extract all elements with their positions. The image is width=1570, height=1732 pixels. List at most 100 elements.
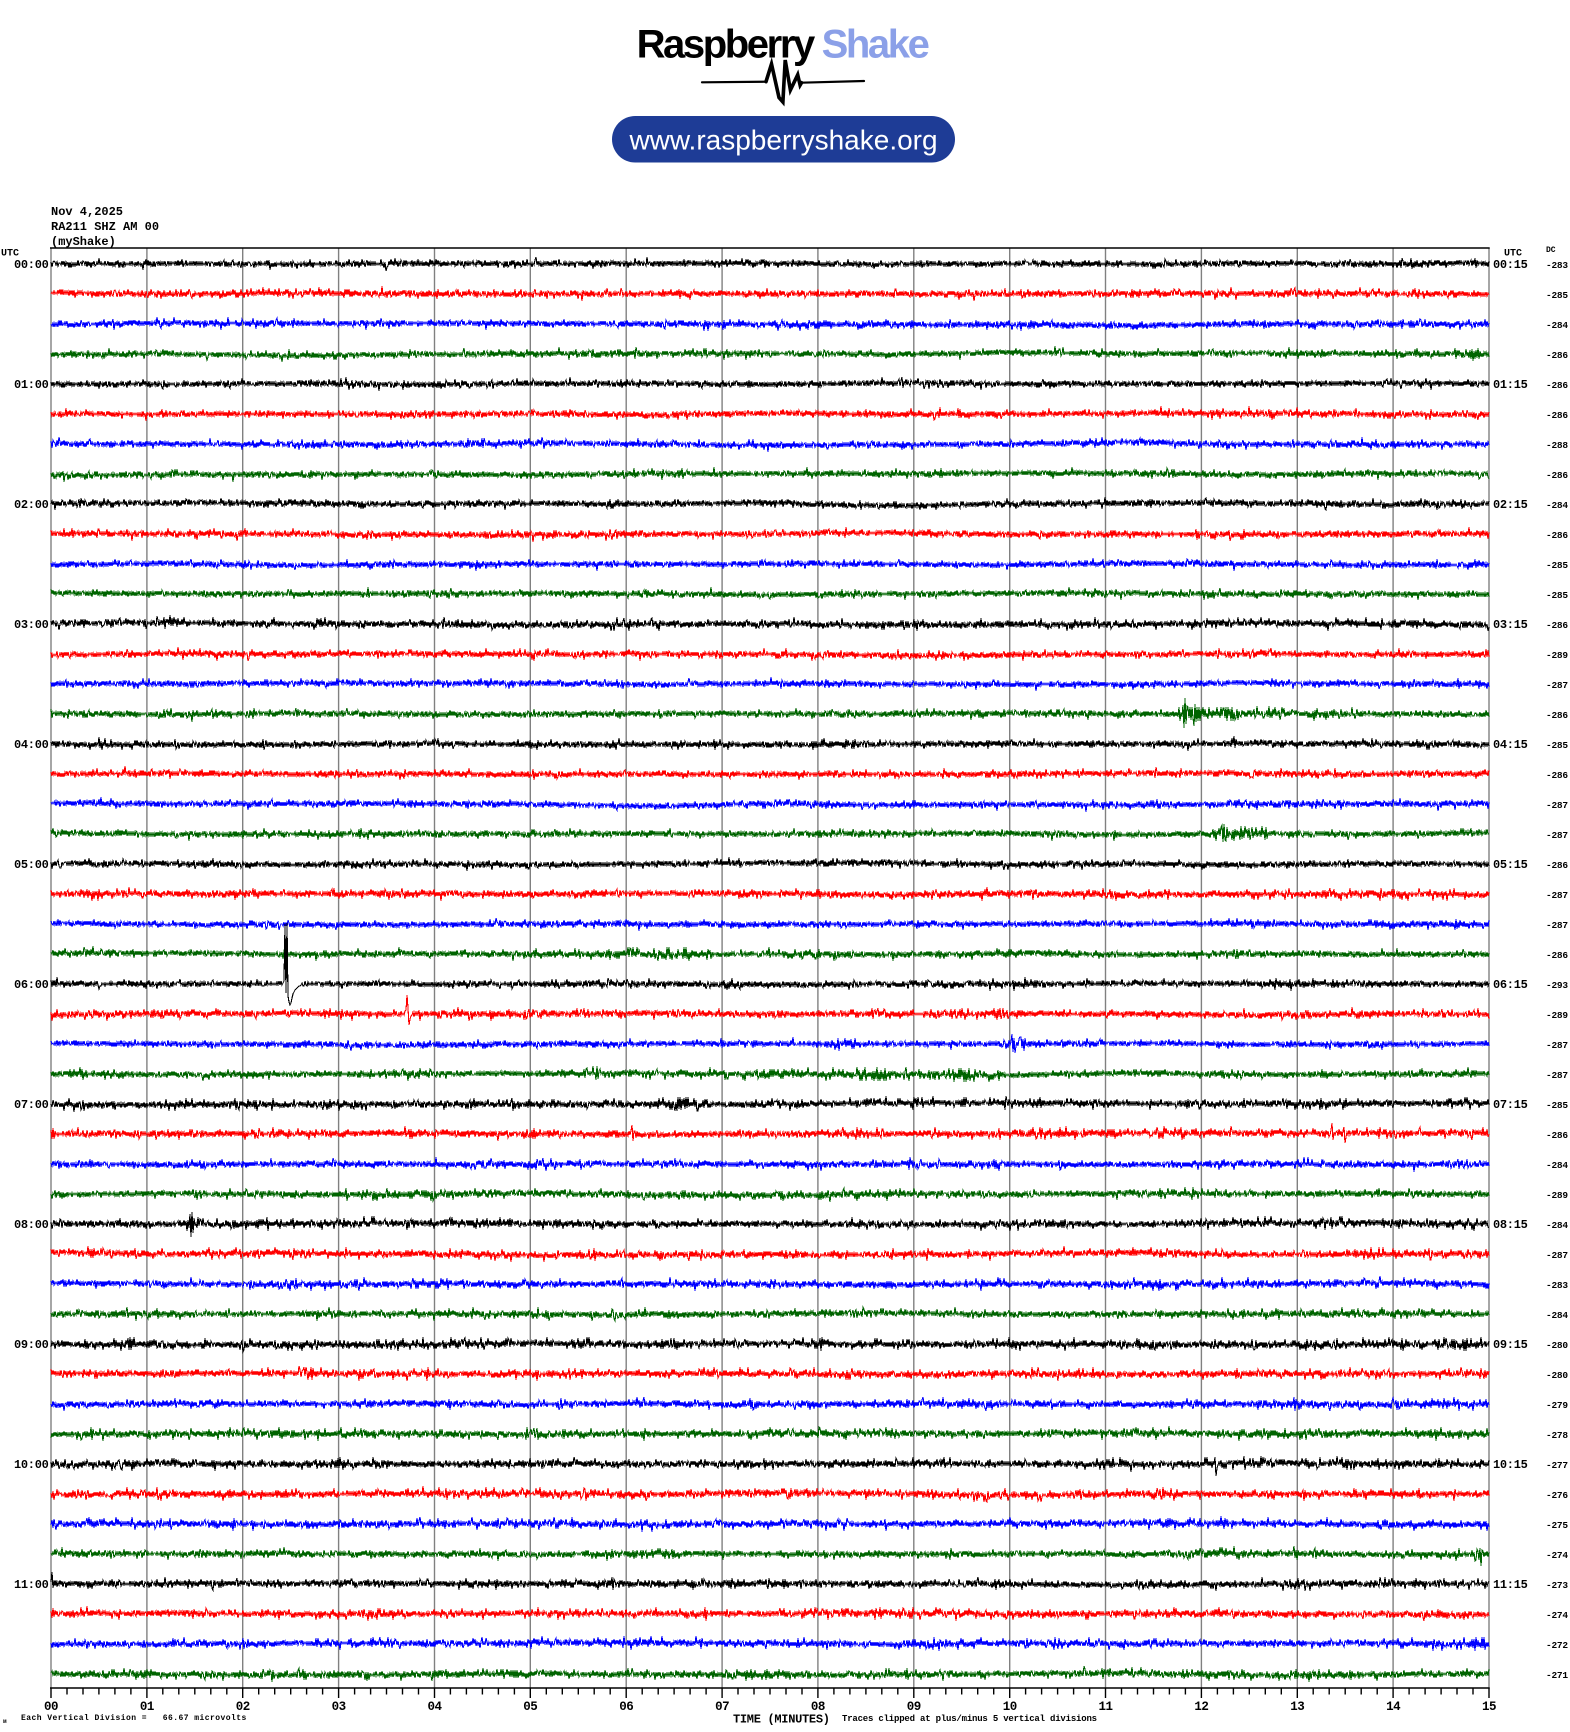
svg-text:06:00: 06:00 <box>14 978 49 992</box>
svg-text:-285: -285 <box>1546 1100 1568 1111</box>
svg-text:Each Vertical Division = 66.: Each Vertical Division = 66.67 microvolt… <box>21 1714 247 1723</box>
svg-text:07: 07 <box>715 1700 729 1714</box>
svg-text:09:15: 09:15 <box>1493 1338 1528 1352</box>
svg-text:-280: -280 <box>1546 1340 1568 1351</box>
svg-text:-286: -286 <box>1546 350 1568 361</box>
svg-text:-284: -284 <box>1546 1160 1568 1171</box>
svg-text:-286: -286 <box>1546 380 1568 391</box>
svg-text:01: 01 <box>140 1700 154 1714</box>
svg-text:-275: -275 <box>1546 1520 1568 1531</box>
svg-text:-289: -289 <box>1546 1190 1568 1201</box>
svg-text:RA211 SHZ AM 00: RA211 SHZ AM 00 <box>51 220 159 234</box>
svg-text:-287: -287 <box>1546 1070 1568 1081</box>
svg-text:-283: -283 <box>1546 1280 1568 1291</box>
svg-text:04: 04 <box>427 1700 442 1714</box>
svg-text:-276: -276 <box>1546 1490 1568 1501</box>
svg-text:08: 08 <box>811 1700 825 1714</box>
svg-text:05:15: 05:15 <box>1493 858 1528 872</box>
svg-text:12: 12 <box>1194 1700 1208 1714</box>
svg-text:-285: -285 <box>1546 290 1568 301</box>
svg-text:-279: -279 <box>1546 1400 1568 1411</box>
svg-text:07:15: 07:15 <box>1493 1098 1528 1112</box>
svg-text:м: м <box>3 1718 7 1725</box>
svg-text:07:00: 07:00 <box>14 1098 49 1112</box>
svg-text:-287: -287 <box>1546 920 1568 931</box>
svg-text:-283: -283 <box>1546 260 1568 271</box>
svg-text:-287: -287 <box>1546 890 1568 901</box>
svg-text:02:15: 02:15 <box>1493 498 1528 512</box>
svg-text:-278: -278 <box>1546 1430 1568 1441</box>
svg-text:02: 02 <box>236 1700 250 1714</box>
svg-text:00:15: 00:15 <box>1493 258 1528 272</box>
svg-text:-287: -287 <box>1546 1040 1568 1051</box>
svg-text:-286: -286 <box>1546 710 1568 721</box>
svg-text:00:00: 00:00 <box>14 258 49 272</box>
svg-text:-271: -271 <box>1546 1670 1568 1681</box>
svg-text:-272: -272 <box>1546 1640 1568 1651</box>
svg-text:10:15: 10:15 <box>1493 1458 1528 1472</box>
svg-text:11:00: 11:00 <box>14 1578 49 1592</box>
svg-text:14: 14 <box>1386 1700 1401 1714</box>
svg-text:06: 06 <box>619 1700 633 1714</box>
svg-text:-286: -286 <box>1546 770 1568 781</box>
svg-text:-273: -273 <box>1546 1580 1568 1591</box>
svg-text:11:15: 11:15 <box>1493 1578 1528 1592</box>
svg-text:13: 13 <box>1290 1700 1304 1714</box>
svg-text:-284: -284 <box>1546 1220 1568 1231</box>
svg-text:-287: -287 <box>1546 1250 1568 1261</box>
svg-text:-286: -286 <box>1546 860 1568 871</box>
svg-text:08:00: 08:00 <box>14 1218 49 1232</box>
svg-text:08:15: 08:15 <box>1493 1218 1528 1232</box>
svg-text:01:00: 01:00 <box>14 378 49 392</box>
svg-text:-287: -287 <box>1546 830 1568 841</box>
svg-text:UTC: UTC <box>1504 249 1522 260</box>
svg-text:10:00: 10:00 <box>14 1458 49 1472</box>
svg-text:-286: -286 <box>1546 530 1568 541</box>
svg-text:-284: -284 <box>1546 500 1568 511</box>
svg-text:06:15: 06:15 <box>1493 978 1528 992</box>
svg-text:-284: -284 <box>1546 1310 1568 1321</box>
svg-text:-274: -274 <box>1546 1610 1568 1621</box>
svg-text:-285: -285 <box>1546 560 1568 571</box>
svg-text:-284: -284 <box>1546 320 1568 331</box>
svg-text:-288: -288 <box>1546 440 1568 451</box>
svg-text:05: 05 <box>523 1700 537 1714</box>
svg-text:(myShake): (myShake) <box>51 235 116 249</box>
svg-text:04:00: 04:00 <box>14 738 49 752</box>
svg-text:-286: -286 <box>1546 470 1568 481</box>
svg-text:-286: -286 <box>1546 1130 1568 1141</box>
svg-text:Raspberry Shake: Raspberry Shake <box>637 23 929 67</box>
svg-text:10: 10 <box>1003 1700 1017 1714</box>
svg-text:05:00: 05:00 <box>14 858 49 872</box>
svg-text:03:15: 03:15 <box>1493 618 1528 632</box>
svg-text:02:00: 02:00 <box>14 498 49 512</box>
svg-text:11: 11 <box>1098 1700 1112 1714</box>
svg-text:-287: -287 <box>1546 680 1568 691</box>
svg-text:Nov 4,2025: Nov 4,2025 <box>51 205 123 219</box>
svg-text:03: 03 <box>332 1700 346 1714</box>
svg-text:-285: -285 <box>1546 740 1568 751</box>
svg-text:03:00: 03:00 <box>14 618 49 632</box>
svg-text:-293: -293 <box>1546 980 1568 991</box>
svg-text:-287: -287 <box>1546 800 1568 811</box>
svg-text:-286: -286 <box>1546 410 1568 421</box>
svg-text:UTC: UTC <box>1 249 19 260</box>
svg-text:DC: DC <box>1546 246 1556 255</box>
svg-text:09: 09 <box>907 1700 921 1714</box>
svg-text:00: 00 <box>44 1700 58 1714</box>
svg-text:-285: -285 <box>1546 590 1568 601</box>
svg-text:-286: -286 <box>1546 620 1568 631</box>
svg-text:-277: -277 <box>1546 1460 1568 1471</box>
svg-text:09:00: 09:00 <box>14 1338 49 1352</box>
svg-text:-289: -289 <box>1546 1010 1568 1021</box>
svg-text:-274: -274 <box>1546 1550 1568 1561</box>
svg-text:-280: -280 <box>1546 1370 1568 1381</box>
svg-text:-286: -286 <box>1546 950 1568 961</box>
svg-text:01:15: 01:15 <box>1493 378 1528 392</box>
svg-text:-289: -289 <box>1546 650 1568 661</box>
svg-text:15: 15 <box>1482 1700 1496 1714</box>
svg-text:Traces clipped at plus/minus 5: Traces clipped at plus/minus 5 vertical … <box>842 1714 1097 1724</box>
svg-text:www.raspberryshake.org: www.raspberryshake.org <box>628 125 937 156</box>
svg-text:04:15: 04:15 <box>1493 738 1528 752</box>
svg-text:TIME (MINUTES): TIME (MINUTES) <box>733 1713 830 1727</box>
